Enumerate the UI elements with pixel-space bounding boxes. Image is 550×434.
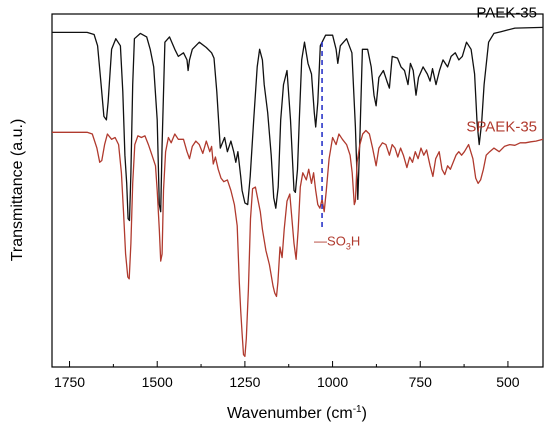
x-axis-title: Wavenumber (cm-1) bbox=[227, 404, 367, 422]
x-axis-ticks: 1750 1500 1250 1000 750 500 bbox=[54, 361, 520, 390]
series-labels: PAEK-35 SPAEK-35 bbox=[466, 4, 537, 135]
y-axis-title: Transmittance (a.u.) bbox=[9, 119, 26, 262]
series-line-paek-35 bbox=[52, 26, 544, 222]
x-tick-label: 1000 bbox=[317, 374, 348, 390]
series-label-paek-35: PAEK-35 bbox=[476, 4, 537, 21]
x-tick-label: 500 bbox=[496, 374, 520, 390]
so3h-annotation-label: —SO3H bbox=[314, 233, 360, 251]
series-label-spaek-35: SPAEK-35 bbox=[466, 118, 537, 135]
x-tick-label: 1250 bbox=[229, 374, 260, 390]
plot-frame bbox=[51, 13, 544, 368]
series-line-spaek-35 bbox=[52, 129, 544, 358]
sulfonate-annotation: —SO3H bbox=[314, 233, 360, 251]
x-tick-label: 1500 bbox=[142, 374, 173, 390]
x-tick-label: 1750 bbox=[54, 374, 85, 390]
series-layer bbox=[52, 26, 544, 358]
x-tick-label: 750 bbox=[409, 374, 433, 390]
